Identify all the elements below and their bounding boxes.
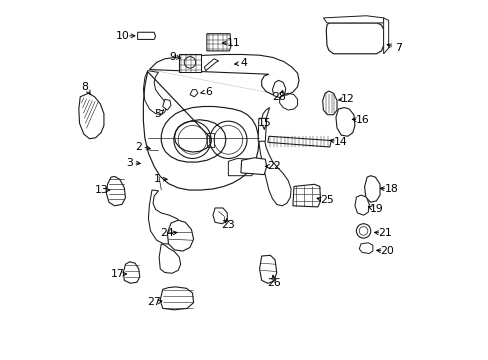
- Polygon shape: [272, 80, 285, 98]
- Polygon shape: [323, 16, 383, 23]
- Polygon shape: [206, 34, 230, 51]
- Text: 22: 22: [267, 161, 281, 171]
- Polygon shape: [137, 32, 155, 40]
- Polygon shape: [383, 18, 388, 54]
- Polygon shape: [325, 23, 383, 54]
- Text: 18: 18: [384, 184, 397, 194]
- Text: 16: 16: [355, 115, 368, 125]
- Text: 19: 19: [369, 204, 383, 213]
- Text: 5: 5: [154, 109, 161, 119]
- Polygon shape: [190, 90, 198, 97]
- Text: 17: 17: [111, 269, 124, 279]
- Text: 13: 13: [94, 185, 108, 195]
- Polygon shape: [163, 99, 171, 110]
- Polygon shape: [267, 136, 330, 147]
- Polygon shape: [292, 184, 320, 207]
- Polygon shape: [354, 195, 368, 215]
- Text: 27: 27: [146, 297, 161, 307]
- Text: 2: 2: [135, 141, 142, 152]
- Text: 9: 9: [169, 52, 176, 62]
- Text: 3: 3: [126, 158, 133, 167]
- Polygon shape: [258, 118, 266, 141]
- Text: 26: 26: [267, 279, 281, 288]
- Text: 10: 10: [116, 31, 130, 41]
- Polygon shape: [364, 176, 379, 202]
- Text: 24: 24: [160, 228, 174, 238]
- Text: 15: 15: [257, 118, 270, 128]
- Polygon shape: [241, 158, 266, 175]
- Polygon shape: [106, 176, 125, 206]
- Text: 1: 1: [154, 174, 161, 184]
- Text: 6: 6: [204, 86, 211, 96]
- Text: 21: 21: [378, 228, 391, 238]
- Text: 7: 7: [394, 43, 401, 53]
- Text: 25: 25: [319, 195, 333, 205]
- Text: 20: 20: [380, 246, 394, 256]
- Text: 8: 8: [81, 82, 88, 92]
- Polygon shape: [179, 54, 201, 72]
- Text: 4: 4: [240, 58, 247, 68]
- Polygon shape: [204, 59, 218, 71]
- Polygon shape: [259, 255, 276, 283]
- Polygon shape: [160, 287, 193, 310]
- Polygon shape: [335, 108, 354, 136]
- Polygon shape: [359, 243, 372, 253]
- Polygon shape: [123, 262, 140, 283]
- Text: 12: 12: [341, 94, 354, 104]
- Polygon shape: [212, 208, 227, 224]
- Text: 28: 28: [272, 92, 285, 102]
- Polygon shape: [322, 91, 336, 115]
- Polygon shape: [79, 93, 104, 139]
- Polygon shape: [167, 220, 193, 251]
- Text: 23: 23: [221, 220, 234, 230]
- Text: 11: 11: [226, 38, 240, 48]
- Text: 14: 14: [333, 136, 347, 147]
